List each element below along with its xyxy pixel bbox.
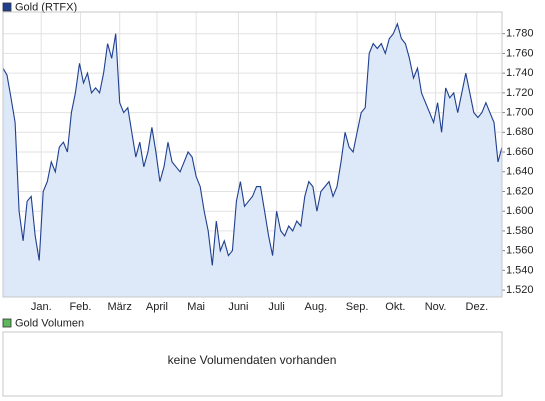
legend-label: Gold Volumen <box>15 317 84 329</box>
y-tick-label: 1.700 <box>506 106 534 118</box>
y-tick-label: 1.740 <box>506 67 534 79</box>
y-tick-label: 1.780 <box>506 28 534 40</box>
y-tick-label: 1.640 <box>506 166 534 178</box>
y-tick-label: 1.520 <box>506 284 534 296</box>
x-tick-label: Feb. <box>69 301 91 313</box>
y-tick-label: 1.600 <box>506 205 534 217</box>
x-tick-label: April <box>146 301 168 313</box>
y-tick-label: 1.680 <box>506 126 534 138</box>
y-tick-label: 1.760 <box>506 47 534 59</box>
x-tick-label: März <box>107 301 131 313</box>
price-line <box>2 22 503 266</box>
y-tick-label: 1.620 <box>506 185 534 197</box>
x-tick-label: Sep. <box>346 301 369 313</box>
x-tick-label: Jan. <box>31 301 52 313</box>
y-tick-label: 1.580 <box>506 225 534 237</box>
volume-frame <box>2 331 503 397</box>
x-tick-label: Juli <box>268 301 285 313</box>
legend-swatch <box>2 2 12 12</box>
legend-swatch <box>2 318 12 328</box>
x-tick-label: Okt. <box>385 301 405 313</box>
no-data-message: keine Volumendaten vorhanden <box>168 353 337 367</box>
legend-label: Gold (RTFX) <box>15 1 77 13</box>
x-tick-label: Aug. <box>305 301 328 313</box>
x-tick-label: Dez. <box>466 301 489 313</box>
x-tick-label: Nov. <box>425 301 447 313</box>
area-fill <box>3 23 502 298</box>
y-tick-label: 1.540 <box>506 264 534 276</box>
x-tick-label: Juni <box>228 301 248 313</box>
y-tick-label: 1.560 <box>506 245 534 257</box>
plot-border <box>2 11 503 298</box>
y-tick-label: 1.660 <box>506 146 534 158</box>
x-tick-label: Mai <box>187 301 205 313</box>
y-tick-label: 1.720 <box>506 87 534 99</box>
